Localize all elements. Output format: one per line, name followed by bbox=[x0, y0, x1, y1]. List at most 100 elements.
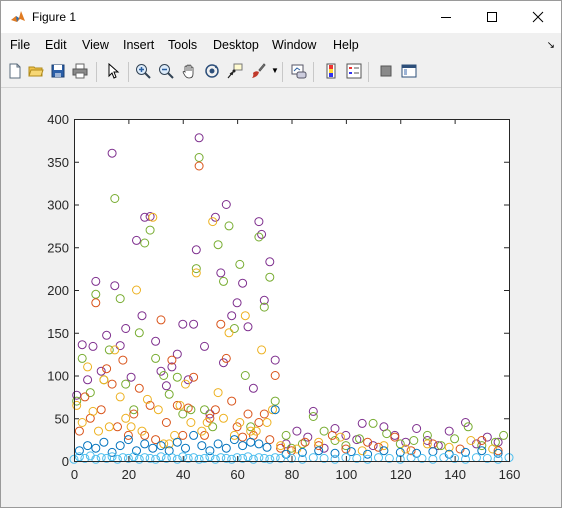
scatter-point bbox=[287, 443, 296, 453]
scatter-point bbox=[74, 446, 84, 456]
scatter-point bbox=[102, 453, 112, 463]
link-plot-button[interactable] bbox=[289, 61, 309, 81]
scatter-point bbox=[232, 298, 242, 308]
scatter-point bbox=[129, 409, 139, 419]
scatter-point bbox=[363, 449, 373, 459]
scatter-point bbox=[229, 324, 239, 333]
y-tick-label: 150 bbox=[47, 326, 69, 341]
maximize-icon bbox=[487, 12, 497, 22]
scatter-point bbox=[115, 294, 125, 304]
scatter-point bbox=[444, 442, 454, 452]
rotate-3d-icon bbox=[205, 64, 219, 78]
scatter-point bbox=[246, 437, 256, 447]
scatter-point bbox=[219, 276, 228, 286]
scatter-point bbox=[259, 302, 269, 312]
menu-file[interactable]: File bbox=[10, 38, 31, 52]
scatter-point bbox=[208, 422, 218, 432]
scatter-point bbox=[167, 355, 177, 365]
show-plot-tools-button[interactable] bbox=[399, 61, 419, 81]
menu-edit[interactable]: Edit bbox=[45, 38, 67, 52]
close-button[interactable] bbox=[515, 1, 561, 33]
scatter-point bbox=[276, 443, 286, 453]
open-file-button[interactable] bbox=[26, 61, 46, 81]
brush-button[interactable] bbox=[248, 61, 268, 81]
menu-insert[interactable]: Insert bbox=[123, 38, 155, 52]
colorbar-button[interactable] bbox=[321, 61, 341, 81]
scatter-point bbox=[132, 235, 141, 245]
scatter-point bbox=[450, 453, 460, 463]
colorbar-icon bbox=[326, 63, 336, 79]
minimize-button[interactable] bbox=[423, 1, 469, 33]
scatter-point bbox=[200, 453, 209, 463]
data-cursor-button[interactable] bbox=[225, 61, 245, 81]
scatter-point bbox=[137, 426, 147, 436]
zoom-out-button[interactable] bbox=[156, 61, 176, 81]
scatter-point bbox=[172, 437, 182, 447]
scatter-point bbox=[265, 454, 275, 464]
select-arrow-button[interactable] bbox=[103, 61, 123, 81]
scatter-point bbox=[281, 430, 291, 440]
pan-button[interactable] bbox=[179, 61, 199, 81]
print-button[interactable] bbox=[70, 61, 90, 81]
scatter-point bbox=[115, 341, 125, 351]
scatter-point bbox=[493, 448, 503, 458]
scatter-point bbox=[270, 371, 280, 380]
scatter-point bbox=[164, 389, 174, 399]
new-figure-button[interactable] bbox=[5, 61, 25, 81]
dock-arrow-icon[interactable]: ↘ bbox=[546, 40, 555, 51]
menu-help[interactable]: Help bbox=[333, 38, 359, 52]
scatter-point bbox=[213, 388, 223, 398]
scatter-point bbox=[482, 453, 492, 463]
scatter-point bbox=[194, 133, 204, 143]
scatter-point bbox=[259, 409, 269, 419]
zoom-in-button[interactable] bbox=[133, 61, 153, 81]
scatter-point bbox=[183, 403, 193, 413]
scatter-plot[interactable]: 0 20 40 60 80 100 120 140 160 0 50 100 150 200 250 300 3… bbox=[1, 88, 561, 507]
scatter-point bbox=[194, 161, 204, 171]
legend-button[interactable] bbox=[344, 61, 364, 81]
scatter-point bbox=[145, 225, 155, 235]
scatter-point bbox=[270, 355, 280, 365]
scatter-point bbox=[110, 194, 120, 203]
scatter-point bbox=[200, 341, 209, 351]
toolbar-separator bbox=[368, 62, 369, 82]
scatter-point bbox=[213, 439, 223, 449]
scatter-point bbox=[363, 437, 373, 447]
maximize-button[interactable] bbox=[469, 1, 515, 33]
scatter-point bbox=[197, 441, 207, 451]
save-button[interactable] bbox=[48, 61, 68, 81]
scatter-point bbox=[91, 276, 101, 286]
scatter-point bbox=[262, 418, 272, 427]
scatter-point bbox=[384, 453, 394, 463]
y-tick-label: 50 bbox=[55, 411, 69, 426]
scatter-point bbox=[221, 200, 231, 209]
scatter-point bbox=[172, 372, 182, 382]
scatter-point bbox=[172, 349, 182, 359]
menu-window[interactable]: Window bbox=[272, 38, 317, 52]
scatter-point bbox=[238, 453, 248, 463]
scatter-point bbox=[243, 322, 253, 332]
open-file-icon bbox=[28, 66, 44, 77]
scatter-markers bbox=[69, 133, 514, 464]
scatter-point bbox=[265, 435, 275, 445]
menu-desktop[interactable]: Desktop bbox=[213, 38, 259, 52]
scatter-point bbox=[276, 453, 286, 463]
scatter-point bbox=[243, 452, 253, 462]
scatter-point bbox=[319, 443, 329, 453]
menu-view[interactable]: View bbox=[82, 38, 109, 52]
scatter-point bbox=[355, 434, 364, 444]
scatter-point bbox=[191, 264, 201, 274]
rotate-3d-button[interactable] bbox=[202, 61, 222, 81]
scatter-point bbox=[210, 454, 220, 464]
brush-dropdown-icon[interactable]: ▼ bbox=[271, 66, 279, 75]
scatter-point bbox=[357, 418, 367, 428]
scatter-point bbox=[91, 454, 101, 464]
scatter-point bbox=[140, 238, 150, 248]
zoom-in-icon bbox=[136, 64, 151, 79]
hide-plot-tools-button[interactable] bbox=[376, 61, 396, 81]
scatter-point bbox=[118, 355, 128, 365]
scatter-point bbox=[159, 439, 169, 449]
scatter-point bbox=[126, 372, 136, 382]
menu-tools[interactable]: Tools bbox=[168, 38, 198, 52]
scatter-point bbox=[265, 272, 275, 282]
